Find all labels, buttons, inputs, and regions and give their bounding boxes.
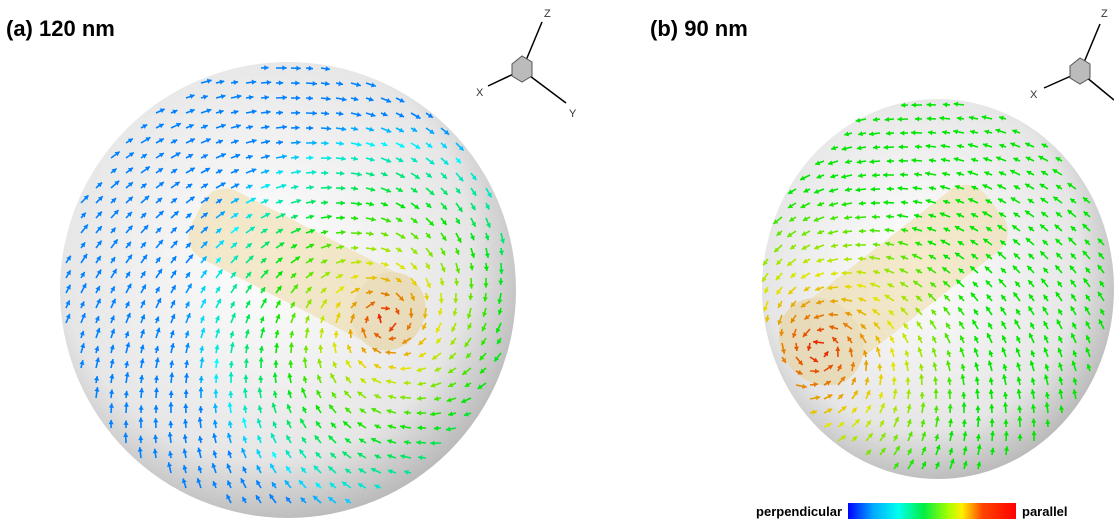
axis-label: Z [544, 8, 551, 20]
panel-title: (b) 90 nm [650, 16, 748, 41]
axis-label: Z [1101, 8, 1108, 20]
axis-label: X [476, 87, 484, 99]
axis-triad [488, 22, 1114, 103]
colorbar-label: parallel [1022, 504, 1068, 519]
colorbar-label: perpendicular [756, 504, 842, 519]
colorbar [848, 503, 1016, 519]
panel-title: (a) 120 nm [6, 16, 115, 41]
axis-label: X [1030, 89, 1038, 101]
axis-label: Y [569, 108, 577, 120]
figure: (a) 120 nm (b) 90 nm Z X Y Z X perpendic… [0, 0, 1114, 520]
